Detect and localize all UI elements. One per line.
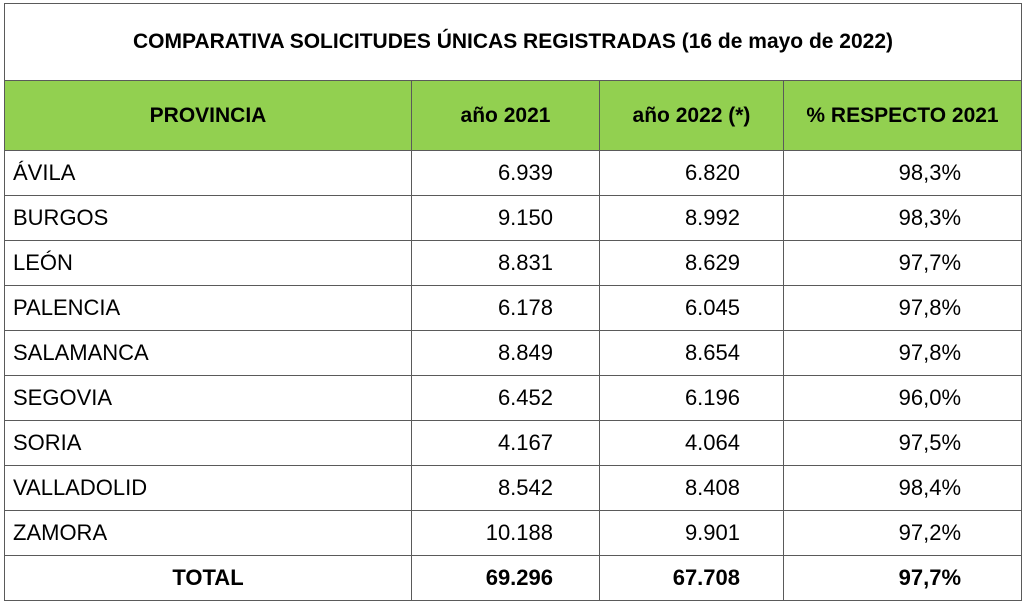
header-row: PROVINCIA año 2021 año 2022 (*) % RESPEC…	[4, 80, 1023, 151]
percent-value: 97,8%	[782, 285, 1023, 331]
table-row: LEÓN 8.831 8.629 97,7%	[4, 240, 1023, 286]
table-row: SEGOVIA 6.452 6.196 96,0%	[4, 375, 1023, 421]
province-name: SEGOVIA	[4, 375, 412, 421]
percent-value: 98,3%	[782, 150, 1023, 196]
table-row: ÁVILA 6.939 6.820 98,3%	[4, 150, 1023, 196]
value-2021: 8.831	[411, 240, 600, 286]
value-2022: 4.064	[599, 420, 784, 466]
title-row: COMPARATIVA SOLICITUDES ÚNICAS REGISTRAD…	[3, 3, 1023, 81]
value-2022: 6.196	[599, 375, 784, 421]
comparison-table: COMPARATIVA SOLICITUDES ÚNICAS REGISTRAD…	[3, 3, 1023, 601]
percent-value: 96,0%	[782, 375, 1023, 421]
total-percent: 97,7%	[782, 555, 1023, 601]
percent-value: 98,3%	[782, 195, 1023, 241]
value-2021: 6.452	[411, 375, 600, 421]
table-row: PALENCIA 6.178 6.045 97,8%	[4, 285, 1023, 331]
value-2022: 8.629	[599, 240, 784, 286]
header-provincia: PROVINCIA	[4, 80, 412, 151]
value-2022: 8.654	[599, 330, 784, 376]
value-2021: 6.178	[411, 285, 600, 331]
province-name: SORIA	[4, 420, 412, 466]
value-2021: 10.188	[411, 510, 600, 556]
province-name: SALAMANCA	[4, 330, 412, 376]
province-name: ZAMORA	[4, 510, 412, 556]
province-name: ÁVILA	[4, 150, 412, 196]
total-2021: 69.296	[411, 555, 600, 601]
value-2022: 8.408	[599, 465, 784, 511]
table-row: SALAMANCA 8.849 8.654 97,8%	[4, 330, 1023, 376]
percent-value: 97,5%	[782, 420, 1023, 466]
total-2022: 67.708	[599, 555, 784, 601]
value-2021: 8.849	[411, 330, 600, 376]
header-2021: año 2021	[411, 80, 600, 151]
table-row: ZAMORA 10.188 9.901 97,2%	[4, 510, 1023, 556]
value-2022: 6.820	[599, 150, 784, 196]
value-2022: 6.045	[599, 285, 784, 331]
value-2021: 9.150	[411, 195, 600, 241]
header-percent: % RESPECTO 2021	[782, 80, 1023, 151]
percent-value: 97,7%	[782, 240, 1023, 286]
total-row: TOTAL 69.296 67.708 97,7%	[4, 555, 1023, 601]
province-name: VALLADOLID	[4, 465, 412, 511]
header-2022: año 2022 (*)	[599, 80, 784, 151]
total-label: TOTAL	[4, 555, 412, 601]
table-row: BURGOS 9.150 8.992 98,3%	[4, 195, 1023, 241]
table-row: VALLADOLID 8.542 8.408 98,4%	[4, 465, 1023, 511]
province-name: BURGOS	[4, 195, 412, 241]
value-2021: 8.542	[411, 465, 600, 511]
value-2021: 6.939	[411, 150, 600, 196]
value-2022: 9.901	[599, 510, 784, 556]
percent-value: 97,8%	[782, 330, 1023, 376]
province-name: PALENCIA	[4, 285, 412, 331]
percent-value: 97,2%	[782, 510, 1023, 556]
province-name: LEÓN	[4, 240, 412, 286]
percent-value: 98,4%	[782, 465, 1023, 511]
value-2022: 8.992	[599, 195, 784, 241]
table-title: COMPARATIVA SOLICITUDES ÚNICAS REGISTRAD…	[3, 3, 1023, 81]
table-row: SORIA 4.167 4.064 97,5%	[4, 420, 1023, 466]
value-2021: 4.167	[411, 420, 600, 466]
